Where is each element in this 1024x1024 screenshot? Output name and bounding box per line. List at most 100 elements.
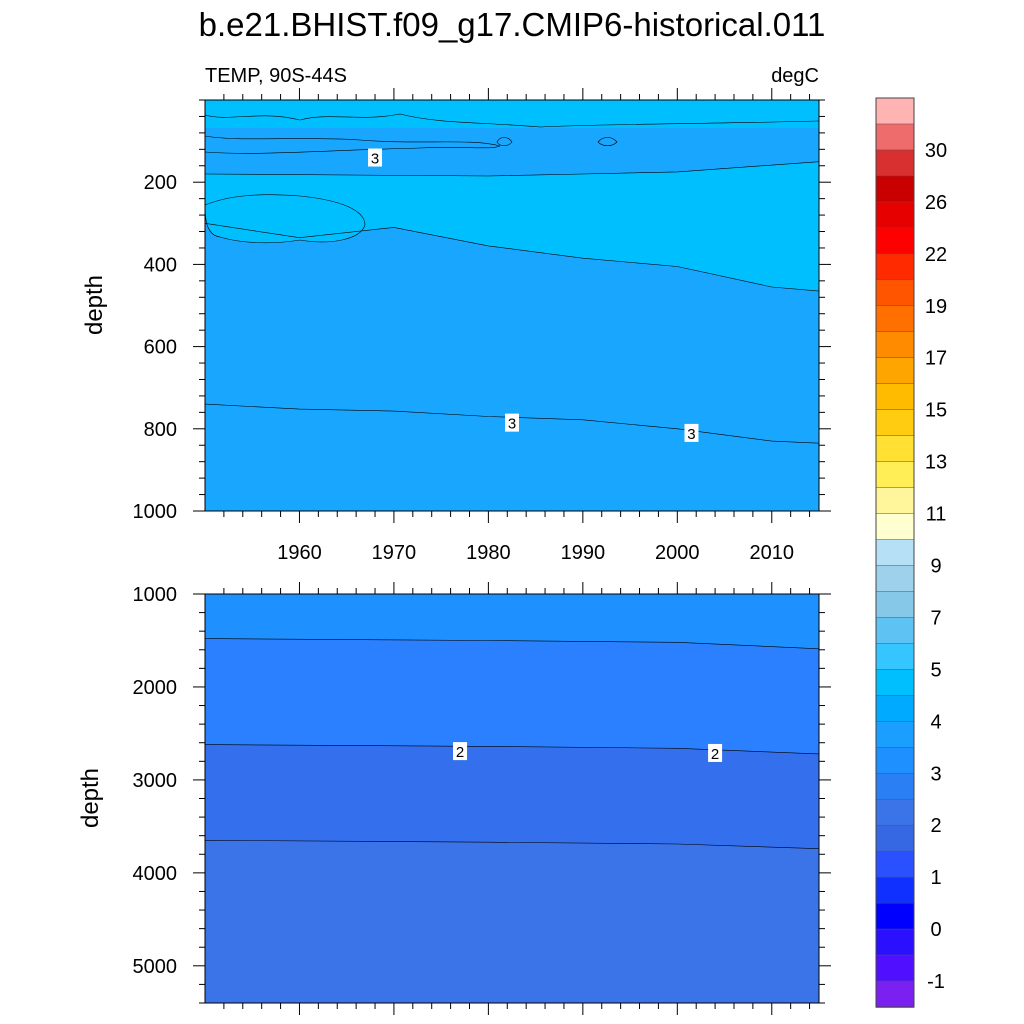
colorbar-swatch: [875, 669, 915, 697]
colorbar-tick-label: 7: [930, 607, 941, 629]
colorbar-tick-label: 9: [930, 555, 941, 577]
colorbar-tick-label: -1: [927, 971, 945, 993]
colorbar-swatch: [875, 279, 915, 307]
lower-band-fill-1: [205, 638, 819, 754]
upper-band-fill-1: [205, 161, 819, 292]
colorbar-swatch: [875, 435, 915, 463]
upper-shallow-contour: [204, 135, 501, 154]
upper-x-tick-label: 1980: [466, 542, 511, 564]
colorbar-tick-label: 4: [930, 711, 941, 733]
colorbar-tick-label: 2: [930, 815, 941, 837]
colorbar-swatch: [875, 773, 915, 800]
upper-contour-label-box: [684, 423, 699, 442]
colorbar-swatch: [875, 850, 915, 878]
upper-contour-label: 3: [508, 416, 516, 433]
upper-y-tick-label: 600: [144, 337, 177, 359]
colorbar-tick-label: 30: [925, 140, 947, 162]
colorbar-swatch: [875, 928, 915, 956]
upper-y-tick-label: 200: [144, 172, 177, 194]
colorbar-swatch: [875, 123, 915, 151]
colorbar-swatch: [875, 409, 915, 437]
colorbar-swatch: [875, 954, 915, 982]
colorbar-swatch: [875, 149, 915, 177]
lower-contour-label: 2: [456, 744, 464, 761]
upper-panel: 3 3 3 1960 1970 1980 1990 2000 2010 200 400 600 800…: [81, 88, 831, 564]
lower-y-tick-label: 3000: [133, 770, 178, 792]
upper-y-tick-label: 800: [144, 419, 177, 441]
colorbar-swatch: [875, 798, 915, 826]
colorbar-swatch: [875, 201, 915, 229]
upper-contour-lines: 3 3 3: [204, 148, 820, 444]
upper-x-tick-label: 1990: [561, 542, 606, 564]
lower-contour-line-3: [204, 840, 820, 849]
upper-contour-label-box: [505, 413, 519, 432]
lower-band-fill-2: [205, 744, 819, 849]
upper-axis-ticks: 1960 1970 1980 1990 2000 2010 200 400 600 800 1000: [133, 88, 831, 564]
colorbar-swatch: [875, 539, 915, 567]
upper-contour-line-2: [204, 223, 820, 292]
lower-y-tick-label: 4000: [133, 863, 178, 885]
colorbar-swatch: [875, 695, 915, 723]
upper-warm-patch-contour: [204, 194, 366, 244]
colorbar-swatch: [875, 357, 915, 385]
upper-contour-label-box: [368, 148, 383, 167]
colorbar-tick-label: 26: [925, 192, 947, 214]
colorbar-swatch: [875, 643, 915, 671]
colorbar-tick-label: 17: [925, 348, 947, 370]
colorbar-swatch: [875, 487, 915, 515]
lower-plot-frame: [204, 593, 820, 1004]
colorbar-swatch: [875, 513, 915, 541]
colorbar-swatch: [875, 383, 915, 411]
colorbar-tick-label: 0: [930, 919, 941, 941]
colorbar-swatch: [875, 331, 915, 359]
colorbar-tick-label: 3: [930, 763, 941, 785]
colorbar-swatch: [875, 227, 915, 255]
lower-axis-ticks: 1000 2000 3000 4000 5000: [133, 582, 831, 1015]
lower-y-tick-label: 5000: [133, 956, 178, 978]
lower-y-tick-label: 1000: [133, 584, 178, 606]
colorbar-tick-label: 13: [925, 452, 947, 474]
upper-x-tick-label: 2000: [655, 542, 700, 564]
upper-contour-line-1: [204, 161, 820, 177]
colorbar-swatch: [875, 824, 915, 852]
upper-near-surface-contour: [204, 113, 820, 128]
colorbar-swatch: [875, 721, 915, 749]
upper-x-tick-label: 1960: [277, 542, 322, 564]
upper-shallow-band: [205, 100, 819, 128]
upper-y-tick-label: 400: [144, 254, 177, 276]
units-label: degC: [771, 65, 819, 87]
colorbar-tick-label: -2: [927, 1023, 945, 1024]
colorbar-swatch: [875, 980, 915, 1008]
upper-band-fill-2: [205, 404, 819, 511]
colorbar-swatch: [875, 305, 915, 333]
chart-title: b.e21.BHIST.f09_g17.CMIP6-historical.011: [199, 6, 826, 43]
colorbar-swatch: [875, 175, 915, 203]
colorbar-swatch: [875, 617, 915, 645]
lower-contour-fills: [205, 638, 819, 1003]
upper-plot-frame: [204, 99, 820, 512]
upper-eddy-contour-2: [597, 137, 618, 147]
upper-contour-line-3: [204, 403, 820, 444]
colorbar-swatch: [875, 591, 915, 619]
colorbar-swatch: [875, 97, 915, 125]
upper-y-tick-label: 1000: [133, 501, 178, 523]
colorbar-swatch: [875, 747, 915, 775]
lower-contour-label: 2: [711, 746, 719, 763]
colorbar-swatch: [875, 461, 915, 489]
colorbar-tick-label: 22: [925, 244, 947, 266]
upper-x-tick-label: 1970: [372, 542, 417, 564]
colorbar-swatch: [875, 253, 915, 281]
variable-region-label: TEMP, 90S-44S: [205, 65, 347, 87]
colorbar-tick-label: 5: [930, 659, 941, 681]
upper-x-tick-label: 2010: [750, 542, 795, 564]
upper-contour-label: 3: [371, 151, 379, 168]
lower-contour-line-2: [204, 744, 820, 755]
colorbar-tick-label: 19: [925, 296, 947, 318]
lower-contour-label-box: [453, 742, 468, 761]
colorbar-swatch: [875, 876, 915, 904]
colorbar-swatch: [875, 902, 915, 930]
colorbar-tick-label: 15: [925, 400, 947, 422]
